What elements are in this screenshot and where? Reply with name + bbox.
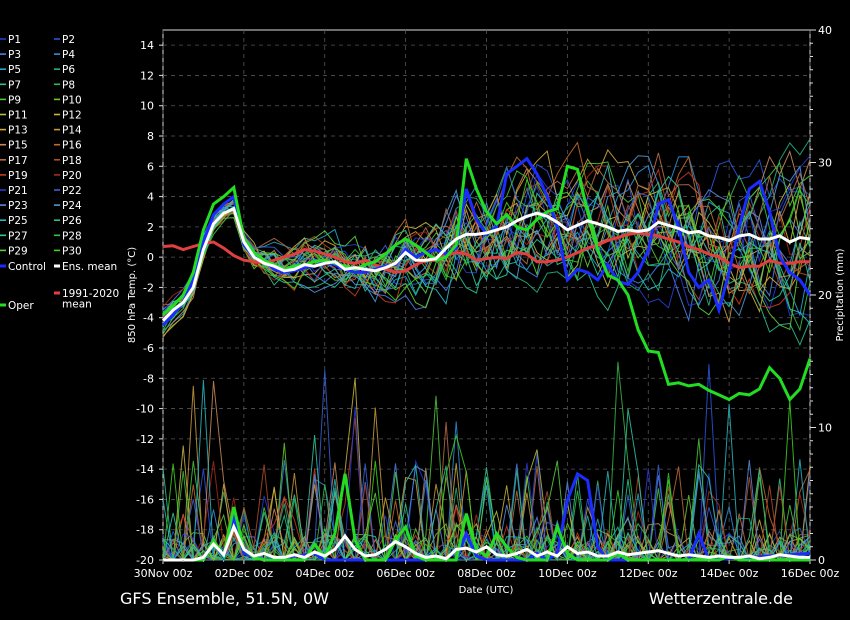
- member-p30-temp: [162, 178, 811, 331]
- legend-label-p11: P11: [8, 110, 28, 122]
- y-right-tick-label: 30: [818, 157, 832, 170]
- legend-label-p12: P12: [62, 110, 82, 122]
- x-tick-label: 08Dec 00z: [457, 567, 516, 580]
- legend-label-p13: P13: [8, 125, 28, 137]
- x-tick-label: 30Nov 00z: [134, 567, 193, 580]
- ens-mean-temp-line: [161, 206, 811, 322]
- y-axis-label: 850 hPa Temp. (°C): [127, 247, 138, 343]
- y-tick-label: 0: [147, 251, 154, 264]
- y-right-tick-label: 40: [818, 24, 832, 37]
- member-p22-temp: [162, 166, 811, 318]
- y-tick-label: -4: [143, 312, 154, 325]
- legend-label-p30: P30: [62, 245, 82, 257]
- y-tick-label: -8: [143, 372, 154, 385]
- y-right-tick-label: 10: [818, 422, 832, 435]
- y-tick-label: -18: [136, 524, 154, 537]
- legend-label-p28: P28: [62, 230, 82, 242]
- axes: -20-18-16-14-12-10-8-6-4-202468101214010…: [134, 24, 840, 580]
- x-tick-label: 02Dec 00z: [215, 567, 274, 580]
- legend-label-p7: P7: [8, 79, 21, 91]
- x-tick-label: 12Dec 00z: [619, 567, 678, 580]
- legend-label-p20: P20: [62, 170, 82, 182]
- legend-label-1991-2020-mean: 1991-2020 mean: [62, 288, 119, 311]
- legend-label-p1: P1: [8, 34, 21, 46]
- y-tick-label: 8: [147, 130, 154, 143]
- legend-label-p2: P2: [62, 34, 75, 46]
- member-p24-temp: [162, 155, 811, 326]
- legend-label-p17: P17: [8, 155, 28, 167]
- y-tick-label: 4: [147, 191, 154, 204]
- legend-label-p25: P25: [8, 215, 28, 227]
- x-tick-label: 14Dec 00z: [700, 567, 759, 580]
- y-tick-label: 2: [147, 221, 154, 234]
- legend-label-control: Control: [8, 261, 46, 273]
- x-tick-label: 10Dec 00z: [538, 567, 597, 580]
- legend-label-p26: P26: [62, 215, 82, 227]
- footer-model-info: GFS Ensemble, 51.5N, 0W: [120, 589, 329, 608]
- y-right-tick-label: 0: [818, 554, 825, 567]
- member-p27-temp: [162, 175, 811, 328]
- legend-label-p9: P9: [8, 94, 21, 106]
- x-tick-label: 06Dec 00z: [376, 567, 435, 580]
- y-tick-label: 6: [147, 160, 154, 173]
- legend-label-p14: P14: [62, 125, 82, 137]
- member-p25-temp: [162, 163, 811, 326]
- legend-label-p27: P27: [8, 230, 28, 242]
- y-tick-label: -2: [143, 281, 154, 294]
- legend-label-p3: P3: [8, 49, 21, 61]
- legend-label-ens-mean: Ens. mean: [62, 261, 117, 273]
- member-p9-precip: [162, 395, 811, 562]
- legend-label-p8: P8: [62, 79, 75, 91]
- x-axis-label: Date (UTC): [459, 585, 514, 596]
- y-tick-label: 14: [140, 39, 154, 52]
- legend-label-oper: Oper: [8, 300, 34, 312]
- oper-temp-line: [161, 158, 812, 403]
- legend-label-p21: P21: [8, 185, 28, 197]
- legend-label-p4: P4: [62, 49, 75, 61]
- y-tick-label: -14: [136, 463, 154, 476]
- legend-label-p18: P18: [62, 155, 82, 167]
- y-tick-label: -10: [136, 403, 154, 416]
- y-tick-label: 10: [140, 100, 154, 113]
- x-tick-label: 16Dec 00z: [781, 567, 840, 580]
- member-p29-temp: [162, 191, 811, 317]
- y-tick-label: -16: [136, 493, 154, 506]
- y-right-tick-label: 20: [818, 289, 832, 302]
- chart-title: London (GB) 850 hPa Temp. & Precipitatio…: [138, 2, 733, 22]
- ens-mean-precip-line: [163, 522, 810, 562]
- x-tick-label: 04Dec 00z: [295, 567, 354, 580]
- member-p1-temp: [162, 180, 811, 320]
- climate-mean-line: [162, 231, 810, 274]
- legend-label-p24: P24: [62, 200, 82, 212]
- legend-label-p22: P22: [62, 185, 82, 197]
- legend: P1 P2 P3 P4 P5 P6 P7 P8 P9 P10 P11 P12 P13 P14 P15 P16 P…: [0, 34, 119, 312]
- legend-label-p19: P19: [8, 170, 28, 182]
- y-axis-label-right: Precipitation (mm): [835, 248, 846, 341]
- legend-label-p5: P5: [8, 64, 21, 76]
- legend-label-p23: P23: [8, 200, 28, 212]
- y-tick-label: -20: [136, 554, 154, 567]
- main-series: [161, 156, 812, 562]
- y-tick-label: 12: [140, 69, 154, 82]
- legend-label-p15: P15: [8, 140, 28, 152]
- legend-label-p29: P29: [8, 245, 28, 257]
- legend-label-p16: P16: [62, 140, 82, 152]
- legend-label-p10: P10: [62, 94, 82, 106]
- legend-label-p6: P6: [62, 64, 75, 76]
- member-p13-temp: [162, 149, 811, 337]
- y-tick-label: -12: [136, 433, 154, 446]
- y-tick-label: -6: [143, 342, 154, 355]
- member-p26-precip: [162, 465, 811, 562]
- footer-site: Wetterzentrale.de: [649, 589, 793, 608]
